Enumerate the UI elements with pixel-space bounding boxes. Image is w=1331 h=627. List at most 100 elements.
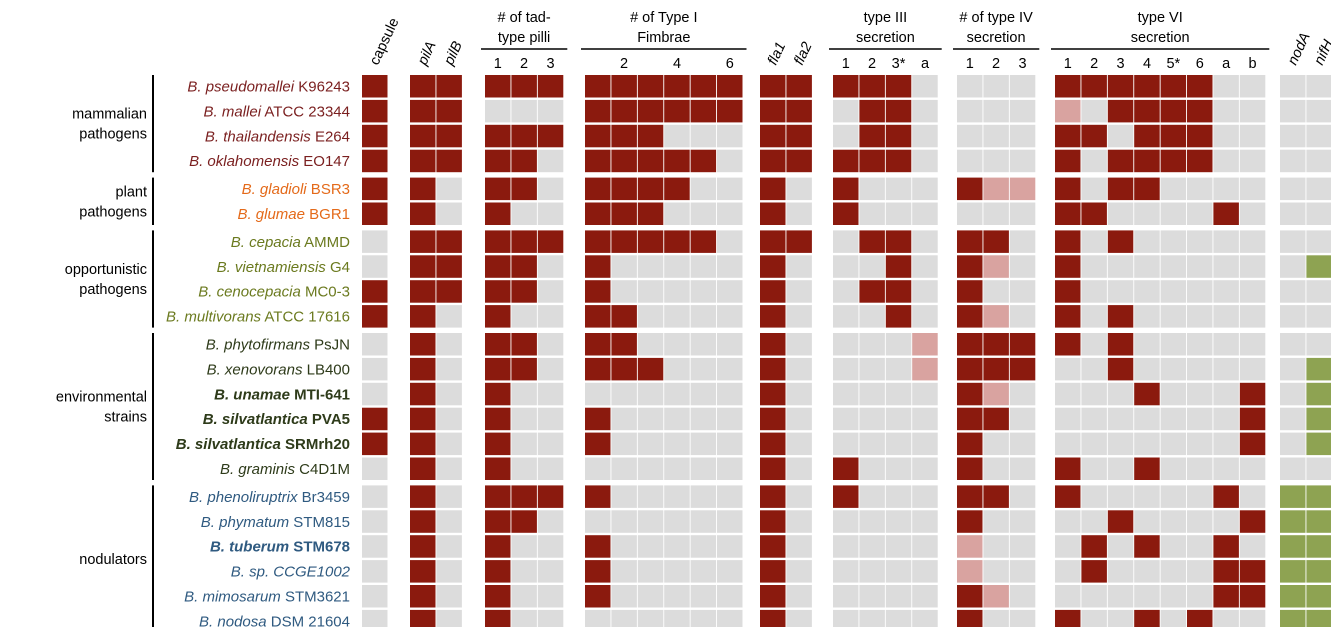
heatmap-cell xyxy=(885,609,912,627)
heatmap-cell xyxy=(436,230,462,253)
heatmap-cell xyxy=(1107,457,1134,480)
heatmap-cell xyxy=(912,149,938,173)
heatmap-cell xyxy=(1213,230,1239,253)
heatmap-cell xyxy=(637,255,664,278)
heatmap-cell xyxy=(1306,230,1331,253)
heatmap-cell xyxy=(1306,407,1331,431)
heatmap-cell xyxy=(637,585,664,608)
heatmap-cell xyxy=(485,407,511,431)
heatmap-cell xyxy=(436,585,462,608)
heatmap-cell xyxy=(760,560,786,583)
heatmap-cell xyxy=(1134,535,1160,558)
heatmap-cell xyxy=(664,357,690,381)
heatmap-cell xyxy=(885,305,912,328)
heatmap-cell xyxy=(664,535,690,558)
heatmap-cell xyxy=(1213,609,1239,627)
heatmap-cell xyxy=(1081,585,1107,608)
heatmap-cell xyxy=(1306,149,1331,173)
heatmap-cell xyxy=(511,230,537,253)
heatmap-cell xyxy=(859,149,885,173)
heatmap-cell xyxy=(957,407,983,431)
heatmap-cell xyxy=(833,457,859,480)
heatmap-cell xyxy=(1187,75,1213,98)
heatmap-cell xyxy=(1081,230,1107,253)
heatmap-cell xyxy=(1081,255,1107,278)
heatmap-cell xyxy=(1239,124,1266,148)
heatmap-cell xyxy=(912,357,938,381)
heatmap-cell xyxy=(410,432,436,456)
heatmap-cell xyxy=(410,333,436,356)
row-group-label: pathogens xyxy=(79,127,147,143)
heatmap-cell xyxy=(637,457,664,480)
heatmap-cell xyxy=(1081,280,1107,303)
heatmap-cell xyxy=(1187,457,1213,480)
column-label: 3 xyxy=(1018,56,1026,72)
species-name: B. sp. xyxy=(231,564,269,581)
strain-label: B. mimosarum STM3621 xyxy=(184,589,350,606)
heatmap-cell xyxy=(1213,432,1239,456)
heatmap-cell xyxy=(1134,75,1160,98)
heatmap-cell xyxy=(585,560,611,583)
column-label: 2 xyxy=(620,56,628,72)
heatmap-cell xyxy=(690,177,717,201)
heatmap-cell xyxy=(1134,149,1160,173)
strain-id: K96243 xyxy=(294,79,350,96)
heatmap-cell xyxy=(1107,510,1134,533)
heatmap-cell xyxy=(511,510,537,533)
heatmap-cell xyxy=(885,407,912,431)
heatmap-cell xyxy=(690,255,717,278)
heatmap-cell xyxy=(1134,305,1160,328)
heatmap-cell xyxy=(1009,280,1036,303)
heatmap-cell xyxy=(611,177,637,201)
heatmap-cell xyxy=(1213,75,1239,98)
strain-label: B. phenoliruptrix Br3459 xyxy=(189,489,350,506)
column-label: 4 xyxy=(1143,56,1151,72)
heatmap-cell xyxy=(1009,202,1036,225)
heatmap-cell xyxy=(1306,535,1331,558)
heatmap-cell xyxy=(1134,485,1160,508)
heatmap-cell xyxy=(1280,255,1306,278)
heatmap-cell xyxy=(760,609,786,627)
heatmap-cell xyxy=(885,230,912,253)
heatmap-cell xyxy=(786,305,812,328)
heatmap-cell xyxy=(957,457,983,480)
heatmap-cell xyxy=(1306,357,1331,381)
heatmap-cell xyxy=(786,357,812,381)
heatmap-cell xyxy=(1213,305,1239,328)
heatmap-cell xyxy=(1009,255,1036,278)
row-group-label: plant xyxy=(116,184,147,200)
heatmap-cell xyxy=(690,432,717,456)
heatmap-cell xyxy=(410,75,436,98)
heatmap-cell xyxy=(1306,255,1331,278)
heatmap-cell xyxy=(1055,485,1081,508)
row-group-label: pathogens xyxy=(79,282,147,298)
heatmap-cell xyxy=(957,305,983,328)
species-name: B. oklahomensis xyxy=(189,153,300,170)
heatmap-cell xyxy=(611,280,637,303)
strain-label: B. oklahomensis EO147 xyxy=(189,153,350,170)
heatmap-cell xyxy=(1160,382,1187,406)
heatmap-cell xyxy=(786,202,812,225)
heatmap-cell xyxy=(511,535,537,558)
heatmap-cell xyxy=(611,357,637,381)
species-name: B. mallei xyxy=(204,103,262,120)
heatmap-cell xyxy=(664,510,690,533)
heatmap-cell xyxy=(410,535,436,558)
heatmap-cell xyxy=(585,280,611,303)
heatmap-cell xyxy=(485,255,511,278)
heatmap-cell xyxy=(1187,124,1213,148)
heatmap-cell xyxy=(1055,609,1081,627)
heatmap-cell xyxy=(1107,407,1134,431)
heatmap-cell xyxy=(1009,357,1036,381)
heatmap-cell xyxy=(912,202,938,225)
heatmap-cell xyxy=(833,407,859,431)
heatmap-cell xyxy=(585,99,611,123)
heatmap-cell xyxy=(1187,485,1213,508)
heatmap-cell xyxy=(1213,457,1239,480)
heatmap-cell xyxy=(717,177,743,201)
heatmap-cell xyxy=(410,124,436,148)
heatmap-cell xyxy=(537,124,564,148)
heatmap-cell xyxy=(1009,75,1036,98)
heatmap-cell xyxy=(537,305,564,328)
heatmap-cell xyxy=(1213,585,1239,608)
